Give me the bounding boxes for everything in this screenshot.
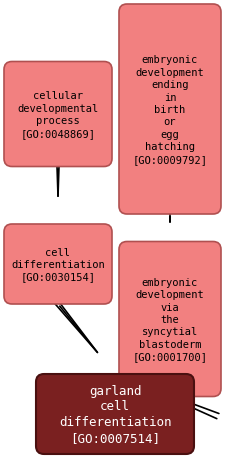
FancyBboxPatch shape <box>4 62 112 167</box>
Text: embryonic
development
ending
in
birth
or
egg
hatching
[GO:0009792]: embryonic development ending in birth or… <box>133 55 207 164</box>
Text: garland
cell
differentiation
[GO:0007514]: garland cell differentiation [GO:0007514… <box>59 384 171 444</box>
FancyBboxPatch shape <box>36 374 194 454</box>
Text: cell
differentiation
[GO:0030154]: cell differentiation [GO:0030154] <box>11 247 105 282</box>
FancyBboxPatch shape <box>4 224 112 304</box>
Text: embryonic
development
via
the
syncytial
blastoderm
[GO:0001700]: embryonic development via the syncytial … <box>133 277 207 361</box>
FancyBboxPatch shape <box>119 242 221 397</box>
Text: cellular
developmental
process
[GO:0048869]: cellular developmental process [GO:00488… <box>17 91 99 138</box>
FancyBboxPatch shape <box>119 5 221 214</box>
